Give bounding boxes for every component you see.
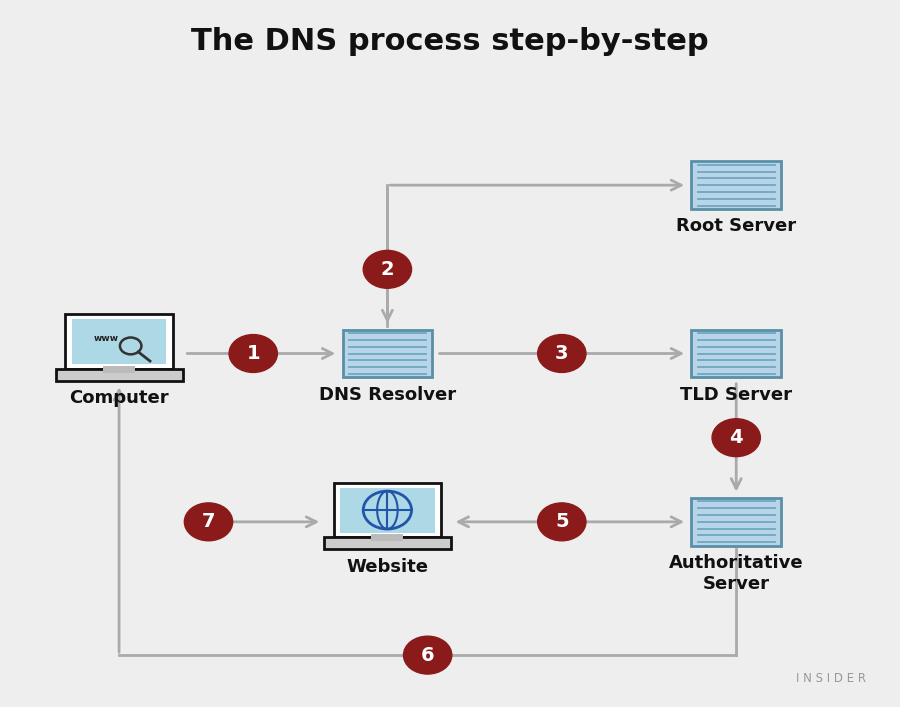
FancyBboxPatch shape: [372, 534, 403, 541]
Circle shape: [230, 334, 277, 373]
FancyBboxPatch shape: [691, 329, 781, 378]
Text: Website: Website: [346, 558, 428, 575]
FancyBboxPatch shape: [66, 315, 173, 369]
FancyBboxPatch shape: [56, 369, 183, 381]
Circle shape: [403, 636, 452, 674]
Text: 6: 6: [421, 645, 435, 665]
Circle shape: [537, 503, 586, 541]
FancyBboxPatch shape: [72, 320, 166, 364]
Text: 4: 4: [729, 428, 743, 447]
FancyBboxPatch shape: [340, 488, 435, 532]
Text: 3: 3: [555, 344, 569, 363]
FancyBboxPatch shape: [103, 366, 135, 373]
Text: 5: 5: [555, 513, 569, 532]
Circle shape: [184, 503, 232, 541]
Circle shape: [364, 250, 411, 288]
FancyBboxPatch shape: [691, 161, 781, 209]
Circle shape: [537, 334, 586, 373]
FancyBboxPatch shape: [334, 483, 441, 537]
Text: Computer: Computer: [69, 390, 169, 407]
FancyBboxPatch shape: [343, 329, 432, 378]
Text: Root Server: Root Server: [676, 218, 796, 235]
Text: 1: 1: [247, 344, 260, 363]
Text: TLD Server: TLD Server: [680, 386, 792, 404]
Text: Authoritative
Server: Authoritative Server: [669, 554, 804, 593]
Text: DNS Resolver: DNS Resolver: [319, 386, 456, 404]
Text: www: www: [94, 334, 119, 343]
FancyBboxPatch shape: [324, 537, 451, 549]
Text: I N S I D E R: I N S I D E R: [796, 672, 866, 684]
Circle shape: [712, 419, 760, 457]
FancyBboxPatch shape: [691, 498, 781, 546]
Text: 2: 2: [381, 260, 394, 279]
Text: 7: 7: [202, 513, 215, 532]
Text: The DNS process step-by-step: The DNS process step-by-step: [191, 27, 709, 56]
